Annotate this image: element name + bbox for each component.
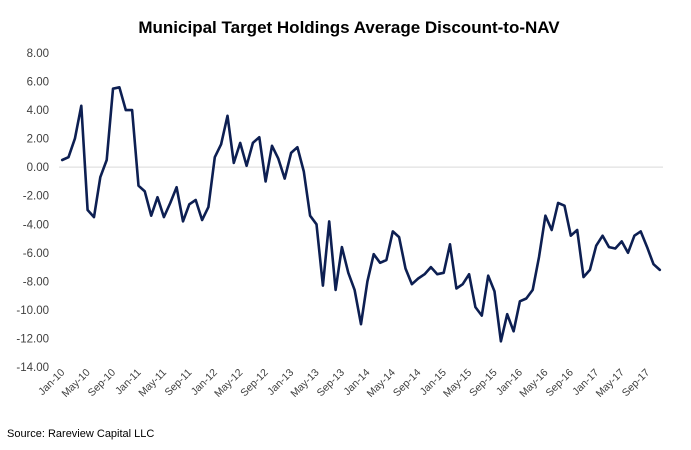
y-tick-label: -8.00 — [23, 276, 49, 288]
x-tick-label: May-13 — [288, 367, 321, 400]
x-tick-label: Sep-14 — [391, 367, 424, 400]
y-tick-label: -10.00 — [16, 305, 49, 317]
y-axis-labels: 8.00 6.00 4.00 2.00 0.00 -2.00 -4.00 -6.00 -8.00… — [16, 48, 49, 374]
x-tick-label: May-11 — [136, 367, 169, 400]
x-tick-label: May-12 — [212, 367, 245, 400]
y-tick-label: 8.00 — [27, 48, 49, 60]
y-tick-label: -2.00 — [23, 191, 49, 203]
x-tick-label: May-16 — [517, 367, 550, 400]
x-tick-label: Sep-15 — [467, 367, 500, 400]
y-tick-label: -12.00 — [16, 333, 49, 345]
chart-title: Municipal Target Holdings Average Discou… — [138, 18, 560, 37]
y-tick-label: -4.00 — [23, 219, 49, 231]
x-tick-label: May-10 — [59, 367, 92, 400]
x-tick-label: May-17 — [594, 367, 627, 400]
x-tick-label: May-14 — [365, 367, 398, 400]
y-tick-label: 4.00 — [27, 105, 49, 117]
y-tick-label: 6.00 — [27, 77, 49, 89]
x-tick-label: May-15 — [441, 367, 474, 400]
y-tick-label: -6.00 — [23, 248, 49, 260]
y-tick-label: 2.00 — [27, 134, 49, 146]
x-tick-label: Sep-13 — [315, 367, 348, 400]
x-tick-label: Sep-12 — [238, 367, 271, 400]
series-line — [60, 86, 662, 343]
source-note: Source: Rareview Capital LLC — [7, 428, 154, 440]
x-axis-labels: Jan-10May-10Sep-10Jan-11May-11Sep-11Jan-… — [36, 367, 652, 400]
y-tick-label: -14.00 — [16, 362, 49, 374]
x-tick-label: Sep-10 — [86, 367, 119, 400]
x-tick-label: Sep-16 — [543, 367, 576, 400]
x-tick-label: Sep-11 — [163, 367, 195, 399]
y-tick-label: 0.00 — [27, 162, 49, 174]
x-tick-label: Sep-17 — [620, 367, 653, 400]
